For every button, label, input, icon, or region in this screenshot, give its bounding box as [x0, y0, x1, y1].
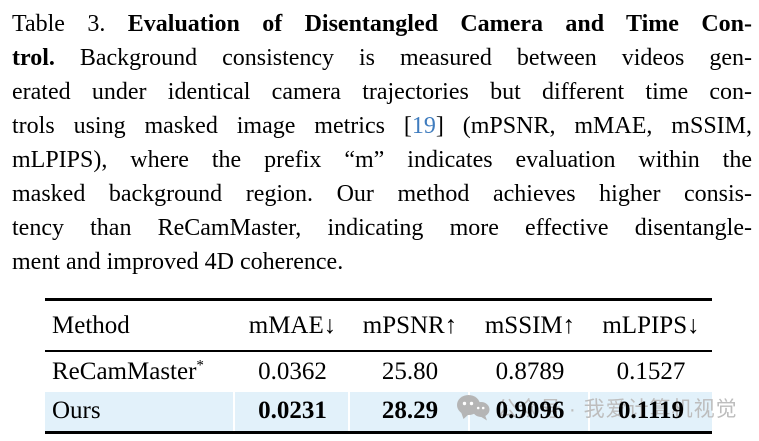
- table-header-row: Method mMAE↓ mPSNR↑ mSSIM↑ mLPIPS↓: [45, 301, 712, 350]
- column-header: mSSIM↑: [484, 311, 576, 339]
- caption-text: tency than ReCamMaster, indicating more …: [12, 215, 752, 241]
- caption-text: Table 3.: [12, 11, 106, 37]
- caption-text: erated under identical camera trajectori…: [12, 79, 752, 105]
- caption-text: Evaluation of Disentangled Camera and Ti…: [127, 11, 752, 37]
- caption-line: erated under identical camera trajectori…: [12, 75, 752, 109]
- caption-line: mLPIPS), where the prefix “m” indicates …: [12, 143, 752, 177]
- caption-line: trol. Background consistency is measured…: [12, 41, 752, 75]
- table-body: ReCamMaster* 0.0362 25.80 0.8789 0.1527 Ours 0…: [45, 352, 712, 431]
- highlight-cell: [45, 391, 233, 431]
- caption-text: trols using masked image metrics [: [12, 113, 412, 139]
- column-header: Method: [52, 311, 130, 339]
- method-cell: ReCamMaster*: [52, 357, 204, 385]
- value-cell: 0.8789: [495, 357, 565, 385]
- value-cell: 0.0231: [258, 397, 327, 425]
- caption-text: mLPIPS), where the prefix “m” indicates …: [12, 147, 752, 173]
- caption-text: [105, 11, 127, 37]
- value-cell: 0.1527: [616, 357, 686, 385]
- table-bottom-rule: [45, 431, 712, 434]
- column-header: mMAE↓: [248, 311, 337, 339]
- column-header: mPSNR↑: [362, 311, 458, 339]
- caption-text: ment and improved 4D coherence.: [12, 249, 344, 275]
- method-cell: Ours: [52, 397, 101, 425]
- value-cell: 28.29: [381, 397, 439, 425]
- highlight-cell: [350, 391, 468, 431]
- caption-text: trol.: [12, 45, 55, 71]
- caption-text: masked background region. Our method ach…: [12, 181, 752, 207]
- caption-line: Table 3. Evaluation of Disentangled Came…: [12, 7, 752, 41]
- table-row: ReCamMaster* 0.0362 25.80 0.8789 0.1527: [45, 352, 712, 392]
- caption-line: tency than ReCamMaster, indicating more …: [12, 211, 752, 245]
- method-superscript: *: [196, 357, 204, 374]
- highlight-seam: [348, 391, 350, 431]
- citation-link-19[interactable]: 19: [411, 113, 436, 139]
- highlight-cell: [235, 391, 348, 431]
- table-mid-rule: [45, 350, 712, 352]
- table-caption: Table 3. Evaluation of Disentangled Came…: [12, 7, 752, 279]
- ours-row-highlight: [45, 391, 712, 431]
- results-table: 公众号 · 我爱计算机视觉 Method mMAE↓ mPSNR↑ mSSIM↑ mLP…: [45, 298, 737, 434]
- value-cell: 0.0362: [258, 357, 327, 385]
- highlight-cell: [470, 391, 588, 431]
- highlight-cell: [590, 391, 712, 431]
- caption-text: Background consistency is measured betwe…: [54, 45, 752, 71]
- caption-text: ] (mPSNR, mMAE, mSSIM,: [435, 113, 752, 139]
- value-cell: 0.9096: [495, 397, 565, 425]
- value-cell: 25.80: [381, 357, 439, 385]
- value-cell: 0.1119: [618, 397, 684, 425]
- column-header: mLPIPS↓: [602, 311, 700, 339]
- highlight-seam: [233, 391, 235, 431]
- caption-line: trols using masked image metrics [19] (m…: [12, 109, 752, 143]
- highlight-seam: [588, 391, 590, 431]
- caption-line: masked background region. Our method ach…: [12, 177, 752, 211]
- table-top-rule: [45, 298, 712, 301]
- caption-line: ment and improved 4D coherence.: [12, 245, 752, 279]
- table-row: Ours 0.0231 28.29 0.9096 0.1119: [45, 392, 712, 432]
